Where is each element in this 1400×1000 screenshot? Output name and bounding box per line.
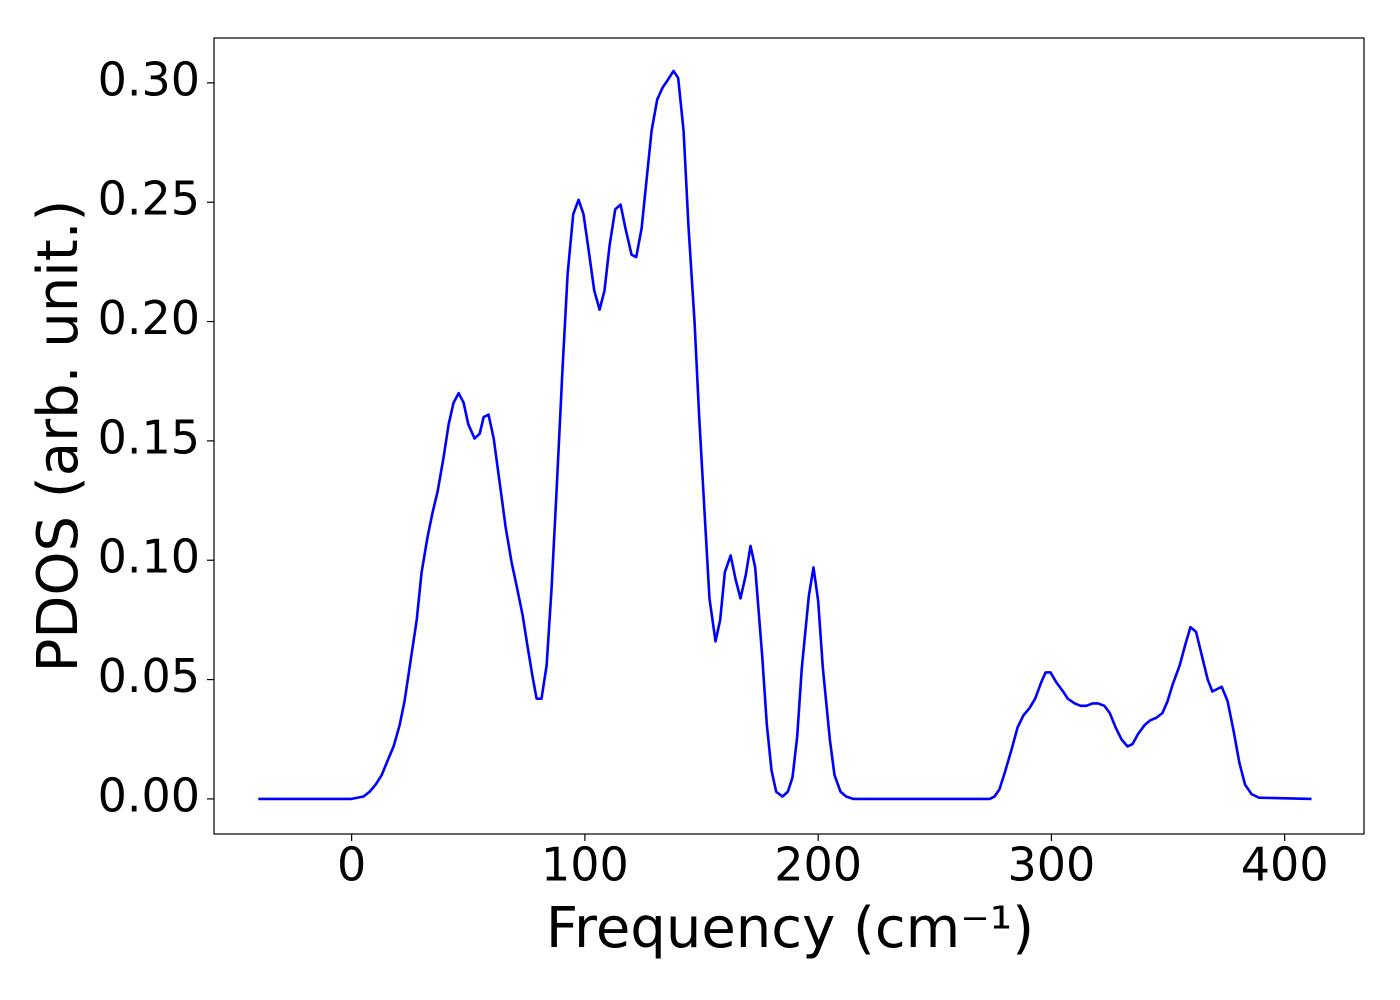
y-tick-label: 0.10 xyxy=(98,530,200,584)
data-line xyxy=(258,69,1312,801)
x-axis-label: Frequency (cm⁻¹) xyxy=(546,896,1034,961)
x-tick-label: 400 xyxy=(1241,838,1329,892)
y-tick-label: 0.05 xyxy=(98,649,200,703)
x-tick-label: 0 xyxy=(337,838,366,892)
y-axis-label: PDOS (arb. unit.) xyxy=(26,200,91,673)
y-tick-label: 0.25 xyxy=(98,172,200,226)
y-tick-label: 0.30 xyxy=(98,52,200,106)
x-tick-label: 200 xyxy=(774,838,862,892)
plot-frame xyxy=(213,37,1365,835)
x-tick-label: 100 xyxy=(541,838,629,892)
x-tick-label: 300 xyxy=(1008,838,1096,892)
y-tick-label: 0.20 xyxy=(98,291,200,345)
y-tick-label: 0.00 xyxy=(98,768,200,822)
y-tick-label: 0.15 xyxy=(98,410,200,464)
